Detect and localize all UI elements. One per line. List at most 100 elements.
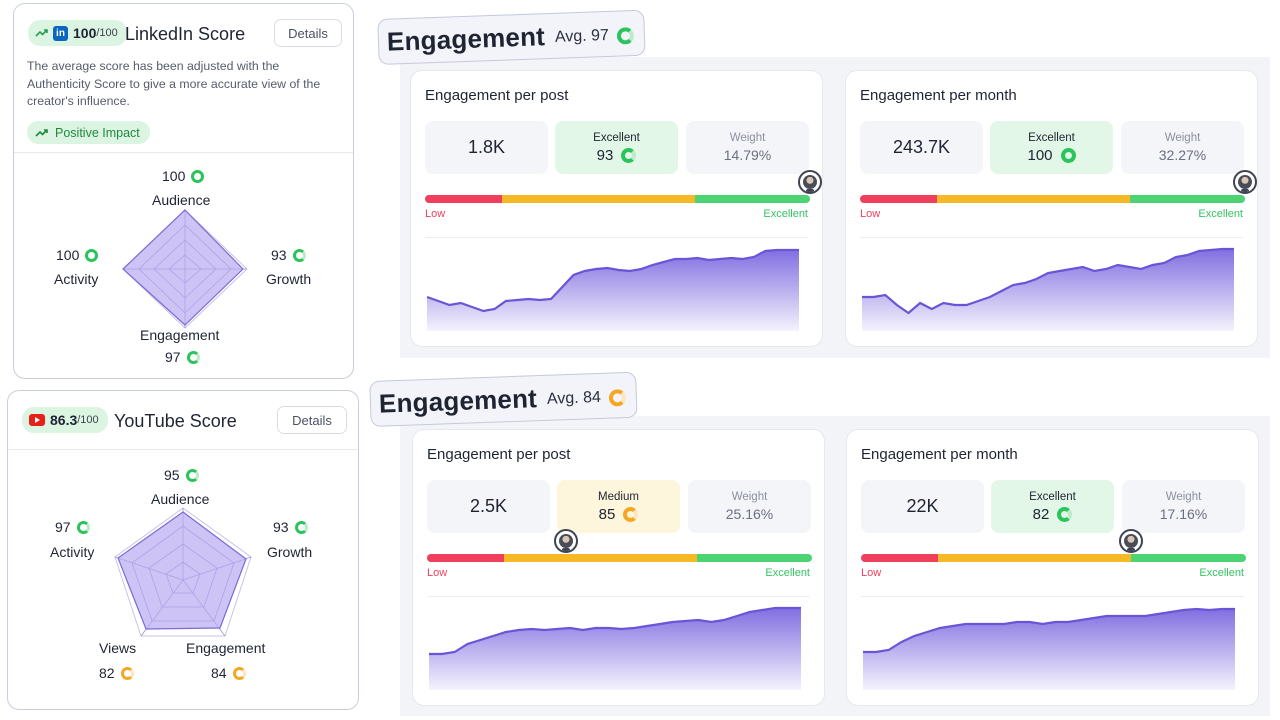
score-ring-icon [608, 388, 627, 407]
trend-area [863, 609, 1235, 690]
trend-area [427, 250, 799, 331]
linkedin-score-value: 100 [73, 25, 97, 41]
linkedin-audience-value: 100 [162, 168, 205, 184]
engagement-trend-chart [426, 248, 799, 331]
gauge-excellent-label: Excellent [765, 567, 810, 579]
score-ring-icon [191, 169, 205, 183]
trend-area [862, 249, 1234, 331]
chart-separator [427, 596, 810, 597]
engagement-value-box: 2.5K [427, 480, 550, 533]
chart-separator [861, 596, 1244, 597]
youtube-growth-label: Growth [267, 544, 313, 560]
linkedin-score-max: /100 [96, 27, 118, 39]
score-ring-icon [621, 147, 637, 163]
gauge-low-label: Low [861, 567, 882, 579]
card-divider [8, 449, 358, 450]
linkedin-audience-label: Audience [152, 192, 211, 208]
positive-impact-label: Positive Impact [55, 125, 140, 140]
engagement-value-box: 1.8K [425, 121, 548, 174]
weight-box: Weight 17.16% [1122, 480, 1245, 533]
card-divider [14, 152, 353, 153]
engagement-trend-chart [429, 606, 801, 690]
engagement-heading-text: Engagement [386, 20, 546, 57]
engagement-per-month-panel: Engagement per month 22K Excellent 82 We… [846, 429, 1259, 706]
engagement-trend-chart [862, 247, 1234, 331]
engagement-heading-linkedin: Engagement Avg. 97 [377, 9, 646, 65]
trend-up-icon [35, 128, 48, 137]
linkedin-description: The average score has been adjusted with… [27, 59, 321, 108]
linkedin-score-card: in 100/100 LinkedIn Score Details The av… [13, 3, 354, 379]
linkedin-icon: in [53, 25, 68, 41]
score-ring-icon [616, 26, 635, 45]
linkedin-growth-label: Growth [266, 271, 312, 287]
youtube-views-label: Views [99, 640, 137, 656]
linkedin-activity-label: Activity [54, 271, 99, 287]
gauge-low-label: Low [425, 208, 446, 220]
creator-avatar-marker [798, 170, 822, 194]
linkedin-card-title: LinkedIn Score [125, 24, 246, 44]
trend-line [862, 247, 1234, 315]
weight-box: Weight 14.79% [686, 121, 809, 174]
score-gauge-bar [861, 554, 1246, 562]
engagement-per-month-panel: Engagement per month 243.7K Excellent 10… [845, 70, 1258, 347]
score-gauge-bar [427, 554, 812, 562]
positive-impact-badge: Positive Impact [27, 121, 150, 144]
linkedin-score-badge: in 100/100 [28, 20, 127, 46]
score-ring-icon [232, 666, 246, 680]
trend-line [863, 607, 1235, 654]
youtube-audience-value: 95 [164, 467, 199, 483]
linkedin-details-button[interactable]: Details [274, 19, 342, 47]
linkedin-radar-chart [122, 209, 248, 329]
panel-title: Engagement per post [425, 87, 569, 104]
score-ring-icon [1060, 147, 1076, 163]
score-ring-icon [186, 350, 200, 364]
engagement-value-box: 22K [861, 480, 984, 533]
score-ring-icon [76, 520, 90, 534]
linkedin-growth-value: 93 [271, 247, 306, 263]
youtube-icon [29, 414, 45, 426]
trend-area [429, 608, 801, 690]
score-ring-icon [120, 666, 134, 680]
youtube-engagement-label: Engagement [186, 640, 266, 656]
score-ring-icon [185, 468, 199, 482]
engagement-per-post-panel: Engagement per post 1.8K Excellent 93 We… [410, 70, 823, 347]
youtube-details-button[interactable]: Details [277, 406, 347, 434]
weight-box: Weight 25.16% [688, 480, 811, 533]
creator-avatar-marker [1118, 529, 1143, 553]
youtube-score-card: 86.3/100 YouTube Score Details 95 Audien… [7, 390, 359, 710]
trend-line [426, 248, 799, 313]
youtube-audience-label: Audience [151, 491, 210, 507]
creator-avatar-marker [1233, 170, 1257, 194]
engagement-trend-chart [863, 607, 1235, 690]
youtube-score-max: /100 [77, 414, 99, 426]
rating-box: Medium 85 [557, 480, 680, 533]
chart-separator [860, 237, 1243, 238]
youtube-score-badge: 86.3/100 [22, 407, 108, 433]
youtube-growth-value: 93 [273, 519, 308, 535]
score-ring-icon [1057, 506, 1073, 522]
youtube-activity-value: 97 [55, 519, 90, 535]
creator-avatar-marker [553, 529, 578, 553]
panel-title: Engagement per month [861, 446, 1018, 463]
youtube-radar-area [117, 511, 247, 630]
youtube-radar-chart [114, 507, 252, 637]
youtube-activity-label: Activity [50, 544, 95, 560]
gauge-low-label: Low [427, 567, 448, 579]
engagement-avg: Avg. 97 [555, 26, 635, 47]
score-ring-icon [292, 248, 306, 262]
linkedin-radar-area [122, 209, 244, 326]
gauge-excellent-label: Excellent [763, 208, 808, 220]
youtube-card-title: YouTube Score [114, 411, 237, 431]
linkedin-engagement-value: 97 [165, 349, 200, 365]
gauge-excellent-label: Excellent [1199, 567, 1244, 579]
engagement-per-post-panel: Engagement per post 2.5K Medium 85 Weigh… [412, 429, 825, 706]
gauge-excellent-label: Excellent [1198, 208, 1243, 220]
linkedin-engagement-label: Engagement [140, 327, 220, 343]
engagement-avg: Avg. 84 [547, 388, 627, 409]
gauge-low-label: Low [860, 208, 881, 220]
youtube-views-value: 82 [99, 665, 134, 681]
score-ring-icon [623, 506, 639, 522]
score-gauge-bar [860, 195, 1245, 203]
engagement-value-box: 243.7K [860, 121, 983, 174]
engagement-heading-youtube: Engagement Avg. 84 [369, 371, 638, 427]
